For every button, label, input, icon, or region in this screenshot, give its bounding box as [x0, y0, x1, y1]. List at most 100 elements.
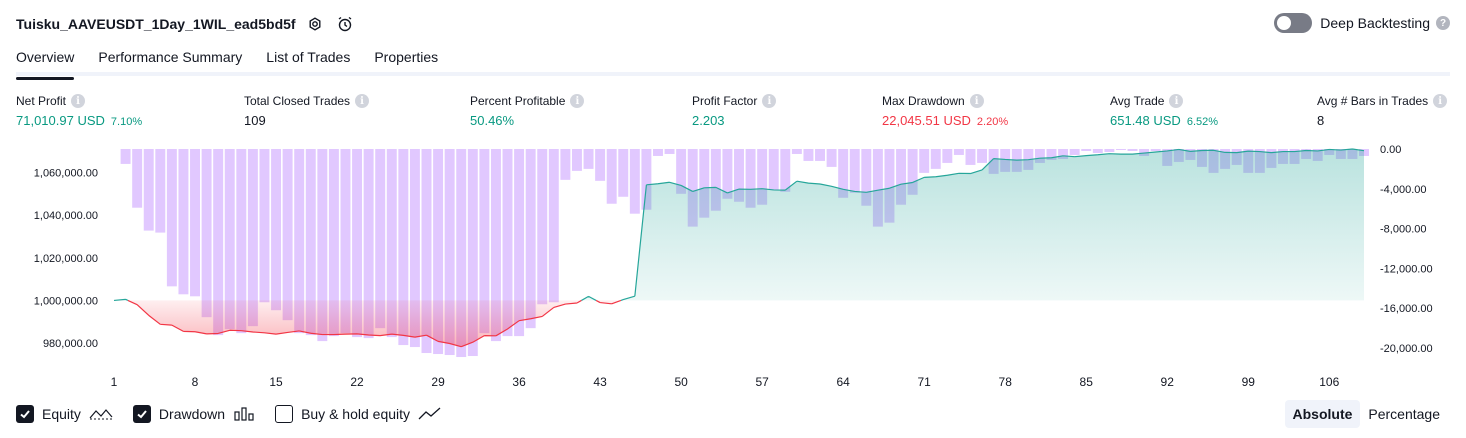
left-axis-tick-label: 1,040,000.00	[34, 210, 98, 222]
absolute-button[interactable]: Absolute	[1284, 400, 1361, 428]
metric-value: 50.46%	[470, 113, 515, 128]
drawdown-bar	[514, 149, 525, 337]
drawdown-bar	[722, 149, 733, 199]
help-icon[interactable]: ?	[1436, 16, 1450, 30]
equity-area-profit	[114, 149, 1364, 301]
info-icon[interactable]: i	[1433, 94, 1448, 108]
drawdown-bar	[409, 149, 420, 348]
drawdown-bar	[687, 149, 698, 227]
drawdown-bar	[595, 149, 606, 181]
metric-label: Avg # Bars in Trades	[1317, 94, 1429, 108]
drawdown-bar	[294, 149, 305, 334]
drawdown-bar	[930, 149, 941, 169]
drawdown-bar	[1058, 149, 1069, 159]
legend-drawdown[interactable]: Drawdown	[132, 405, 255, 423]
metric-avg-bars-in-trades: Avg # Bars in Trades i 8	[1317, 94, 1448, 128]
metric-label: Net Profit	[16, 94, 67, 108]
deep-backtesting-label: Deep Backtesting	[1320, 15, 1430, 31]
x-axis-tick-label: 43	[593, 375, 607, 389]
tab-properties[interactable]: Properties	[374, 49, 439, 65]
equity-line-icon	[89, 409, 113, 420]
drawdown-bar	[826, 149, 837, 167]
drawdown-bar	[896, 149, 907, 205]
drawdown-bar	[467, 149, 478, 357]
x-axis-tick-label: 8	[192, 375, 199, 389]
buy-hold-label: Buy & hold equity	[301, 406, 411, 422]
drawdown-bar	[1046, 149, 1057, 160]
drawdown-bar	[1115, 149, 1126, 150]
right-axis-tick-label: -20,000.00	[1380, 343, 1433, 355]
drawdown-bar	[247, 149, 258, 327]
left-axis-tick-label: 1,000,000.00	[34, 295, 98, 307]
drawdown-bar	[271, 149, 282, 311]
buy-hold-checkbox[interactable]	[275, 405, 294, 423]
x-axis-tick-label: 106	[1319, 375, 1339, 389]
drawdown-bar	[977, 149, 988, 163]
x-axis-tick-label: 22	[350, 375, 364, 389]
left-axis-tick-label: 1,020,000.00	[34, 253, 98, 265]
info-icon[interactable]: i	[355, 94, 370, 108]
tab-performance-summary[interactable]: Performance Summary	[98, 49, 243, 65]
equity-label: Equity	[42, 406, 81, 422]
drawdown-bar	[490, 149, 501, 342]
info-icon[interactable]: i	[71, 94, 86, 108]
drawdown-bar	[884, 149, 895, 223]
drawdown-bar	[444, 149, 455, 356]
scale-toggle: Absolute Percentage	[1284, 400, 1449, 428]
equity-drawdown-chart[interactable]: 1,060,000.00 1,040,000.00 1,020,000.00 1,00…	[0, 140, 1466, 398]
drawdown-bar	[548, 149, 559, 303]
strategy-title: Tuisku_AAVEUSDT_1Day_1WIL_ead5bd5f	[16, 16, 296, 32]
drawdown-bar	[259, 149, 270, 303]
drawdown-bar	[178, 149, 189, 295]
right-axis-tick-label: -16,000.00	[1380, 303, 1433, 315]
drawdown-bar	[386, 149, 397, 338]
metric-value: 8	[1317, 113, 1325, 128]
metric-profit-factor: Profit Factor i 2.203	[692, 94, 777, 128]
deep-backtesting: Deep Backtesting ?	[1274, 13, 1450, 33]
info-icon[interactable]: i	[762, 94, 777, 108]
info-icon[interactable]: i	[969, 94, 984, 108]
x-axis-tick-label: 57	[755, 375, 769, 389]
drawdown-bar	[653, 149, 663, 156]
metric-label: Max Drawdown	[882, 94, 965, 108]
info-icon[interactable]: i	[1169, 94, 1184, 108]
drawdown-bar	[965, 149, 976, 165]
tab-list-of-trades[interactable]: List of Trades	[266, 49, 351, 65]
equity-checkbox[interactable]	[16, 405, 34, 423]
drawdown-bar	[143, 149, 154, 231]
metric-label: Total Closed Trades	[244, 94, 351, 108]
drawdown-bar	[363, 149, 374, 339]
metric-value: 2.203	[692, 113, 725, 128]
x-axis-tick-label: 29	[431, 375, 445, 389]
alarm-clock-icon[interactable]	[334, 13, 356, 35]
settings-icon[interactable]	[304, 13, 326, 35]
drawdown-bar	[815, 149, 825, 161]
drawdown-checkbox[interactable]	[132, 405, 151, 423]
drawdown-bar	[629, 149, 640, 214]
deep-backtesting-toggle[interactable]	[1274, 13, 1313, 33]
metric-value: 651.48 USD	[1110, 113, 1181, 128]
x-axis-tick-label: 50	[674, 375, 688, 389]
drawdown-bar	[861, 149, 872, 206]
drawdown-bar	[317, 149, 328, 342]
drawdown-bar	[745, 149, 756, 208]
drawdown-bar	[1127, 149, 1138, 151]
drawdown-bar	[537, 149, 548, 305]
drawdown-bar	[328, 149, 339, 337]
drawdown-bars-icon	[234, 407, 254, 421]
percentage-button[interactable]: Percentage	[1368, 406, 1440, 422]
drawdown-bar	[1081, 149, 1092, 151]
legend-buy-hold[interactable]: Buy & hold equity	[275, 405, 442, 423]
metric-percent: 2.20%	[976, 116, 1009, 128]
tab-overview[interactable]: Overview	[16, 46, 75, 80]
info-icon[interactable]: i	[570, 94, 585, 108]
drawdown-bar	[583, 149, 594, 169]
x-axis-tick-label: 64	[836, 375, 850, 389]
drawdown-bar	[919, 149, 930, 173]
drawdown-bar	[791, 149, 802, 154]
drawdown-bar	[282, 149, 293, 321]
legend-equity[interactable]: Equity	[16, 405, 113, 423]
drawdown-bar	[201, 149, 212, 318]
drawdown-bar	[305, 149, 316, 336]
drawdown-bar	[224, 149, 235, 330]
